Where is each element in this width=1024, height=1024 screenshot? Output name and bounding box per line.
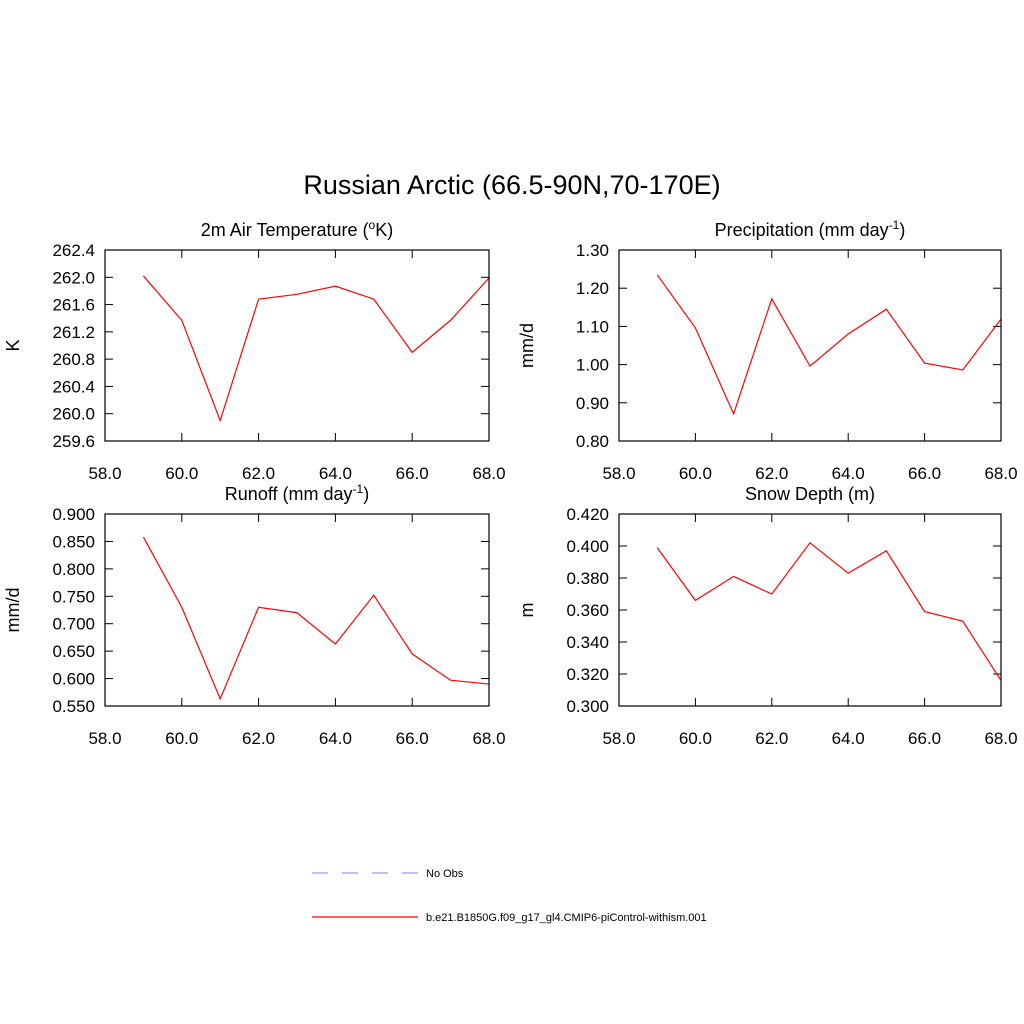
x-tick-label: 58.0 [602,729,635,748]
y-tick-label: 0.700 [52,615,95,634]
y-tick-label: 0.800 [52,560,95,579]
panel-title: Snow Depth (m) [745,484,875,504]
x-tick-label: 68.0 [472,729,505,748]
data-line [142,275,490,423]
x-tick-label: 66.0 [908,464,941,483]
x-tick-label: 64.0 [319,464,352,483]
y-tick-label: 1.20 [576,279,609,298]
title-part: Runoff (mm day [225,484,353,504]
y-tick-label: 0.90 [576,394,609,413]
legend-label: No Obs [426,868,464,880]
x-tick-label: 68.0 [984,464,1017,483]
y-tick-label: 0.650 [52,642,95,661]
y-tick-label: 260.8 [52,350,95,369]
panel-title: Runoff (mm day-1) [225,482,369,504]
title-part: -1 [889,218,900,232]
y-tick-label: 262.0 [52,268,95,287]
x-tick-label: 58.0 [88,464,121,483]
panel-title: Precipitation (mm day-1) [715,218,906,240]
y-tick-label: 0.600 [52,670,95,689]
x-tick-label: 66.0 [396,464,429,483]
legend-label: b.e21.B1850G.f09_g17_gl4.CMIP6-piControl… [426,912,707,924]
y-tick-label: 0.900 [52,505,95,524]
title-part: ) [899,220,905,240]
y-tick-label: 0.380 [566,569,609,588]
y-tick-label: 260.0 [52,405,95,424]
y-tick-label: 0.80 [576,432,609,451]
x-tick-label: 62.0 [755,464,788,483]
plot-frame [618,513,1002,707]
x-tick-label: 68.0 [472,464,505,483]
x-tick-label: 64.0 [319,729,352,748]
y-tick-label: 0.550 [52,697,95,716]
x-tick-label: 60.0 [165,729,198,748]
y-tick-label: 262.4 [52,241,95,260]
title-part: 2m Air Temperature ( [201,220,369,240]
title-part: Precipitation (mm day [715,220,889,240]
y-tick-label: 0.400 [566,537,609,556]
y-tick-label: 0.340 [566,633,609,652]
y-tick-label: 261.6 [52,296,95,315]
title-part: ) [363,484,369,504]
y-tick-label: 0.300 [566,697,609,716]
plot-frame [104,513,490,707]
plot-frame [104,249,490,442]
y-axis-label: K [3,339,23,351]
data-line [142,536,490,701]
figure-title: Russian Arctic (66.5-90N,70-170E) [303,170,720,200]
y-tick-label: 0.750 [52,587,95,606]
y-tick-label: 0.850 [52,532,95,551]
title-part: Snow Depth (m) [745,484,875,504]
x-tick-label: 66.0 [908,729,941,748]
y-tick-label: 1.30 [576,241,609,260]
x-tick-label: 62.0 [242,464,275,483]
x-tick-label: 62.0 [242,729,275,748]
plot-frame [618,249,1002,442]
x-tick-label: 58.0 [602,464,635,483]
y-tick-label: 1.00 [576,356,609,375]
data-line [656,274,1002,416]
y-axis-label: mm/d [3,588,23,633]
y-tick-label: 0.420 [566,505,609,524]
x-tick-label: 60.0 [165,464,198,483]
title-part: K) [375,220,393,240]
panel-title: 2m Air Temperature (oK) [201,218,393,240]
y-tick-label: 260.4 [52,377,95,396]
y-axis-label: m [517,603,537,618]
y-axis-label: mm/d [517,323,537,368]
x-tick-label: 58.0 [88,729,121,748]
x-tick-label: 60.0 [679,729,712,748]
title-part: o [369,218,376,232]
y-tick-label: 0.320 [566,665,609,684]
x-tick-label: 66.0 [396,729,429,748]
x-tick-label: 68.0 [984,729,1017,748]
y-tick-label: 259.6 [52,432,95,451]
data-line [656,541,1002,681]
x-tick-label: 62.0 [755,729,788,748]
x-tick-label: 60.0 [679,464,712,483]
title-part: -1 [353,482,364,496]
x-tick-label: 64.0 [832,464,865,483]
y-tick-label: 0.360 [566,601,609,620]
y-tick-label: 261.2 [52,323,95,342]
y-tick-label: 1.10 [576,317,609,336]
x-tick-label: 64.0 [832,729,865,748]
